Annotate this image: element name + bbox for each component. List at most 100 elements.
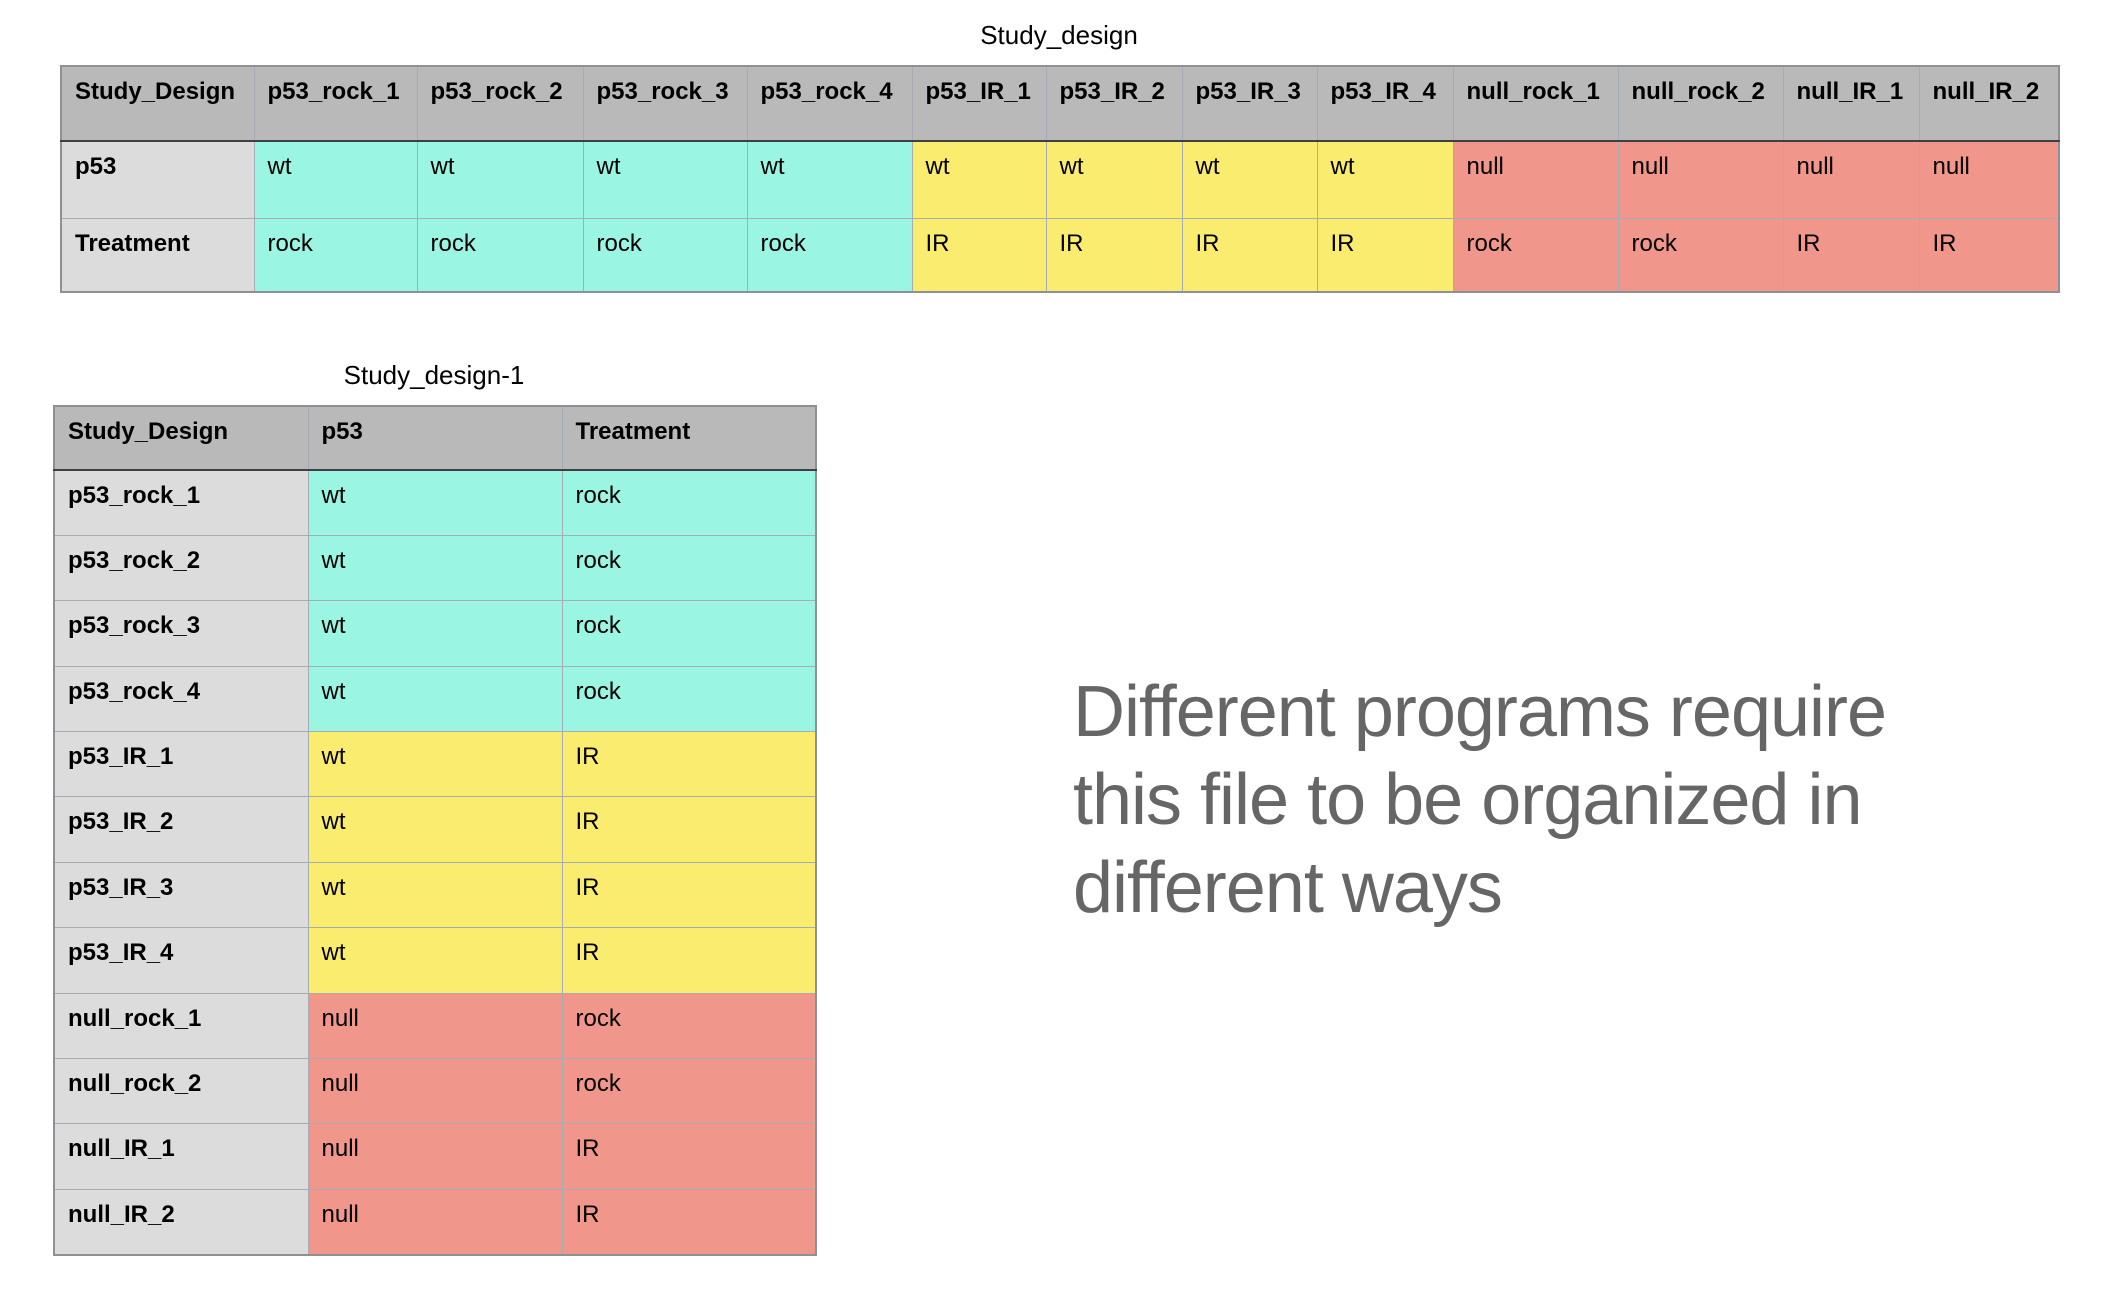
value-cell: wt: [307, 731, 563, 798]
column-header-null-rock-2: null_rock_2: [1617, 65, 1784, 142]
value-cell: rock: [253, 217, 418, 293]
annotation-line: Different programs require: [1073, 672, 1887, 752]
annotation-line: this file to be organized in: [1073, 760, 1863, 840]
table-row-p53-rock-4: p53_rock_4 wt rock: [53, 665, 817, 733]
value-cell: rock: [561, 1058, 817, 1125]
value-cell: rock: [416, 217, 584, 293]
row-label-cell: p53_IR_2: [53, 796, 309, 863]
value-cell: IR: [1918, 217, 2060, 293]
value-cell: null: [1918, 140, 2060, 219]
column-header-p53-ir-3: p53_IR_3: [1181, 65, 1318, 142]
value-cell: IR: [1181, 217, 1318, 293]
row-label-cell: p53_IR_1: [53, 731, 309, 798]
value-cell: wt: [307, 927, 563, 994]
column-header-study-design: Study_Design: [53, 405, 309, 471]
value-cell: wt: [1316, 140, 1454, 219]
value-cell: null: [1617, 140, 1784, 219]
value-cell: rock: [582, 217, 748, 293]
study-design-wide-table: Study_Design p53_rock_1 p53_rock_2 p53_r…: [60, 65, 2060, 293]
column-header-p53-rock-4: p53_rock_4: [746, 65, 913, 142]
table-row-null-ir-1: null_IR_1 null IR: [53, 1123, 817, 1190]
annotation-line: different ways: [1073, 848, 1503, 928]
row-label-cell: p53_IR_3: [53, 861, 309, 929]
header-row: Study_Design p53 Treatment: [53, 405, 817, 471]
value-cell: IR: [561, 861, 817, 929]
header-row: Study_Design p53_rock_1 p53_rock_2 p53_r…: [60, 65, 2060, 142]
value-cell: IR: [561, 927, 817, 994]
column-header-null-ir-2: null_IR_2: [1918, 65, 2060, 142]
table-row-treatment: Treatment rock rock rock rock IR IR IR I…: [60, 217, 2060, 293]
table-row-p53-ir-3: p53_IR_3 wt IR: [53, 861, 817, 929]
study-design-long-table: Study_Design p53 Treatment p53_rock_1 wt…: [53, 405, 817, 1256]
table-row-p53: p53 wt wt wt wt wt wt wt wt null null nu…: [60, 140, 2060, 219]
annotation-text: Different programs require this file to …: [1073, 668, 2033, 932]
value-cell: wt: [1181, 140, 1318, 219]
value-cell: IR: [1045, 217, 1183, 293]
row-label-cell: p53_rock_4: [53, 665, 309, 733]
study-design-table-title: Study_design: [980, 20, 1138, 50]
table-row-p53-ir-4: p53_IR_4 wt IR: [53, 927, 817, 994]
value-cell: null: [1782, 140, 1920, 219]
table-row-p53-rock-3: p53_rock_3 wt rock: [53, 600, 817, 667]
row-label-cell: null_rock_1: [53, 992, 309, 1060]
value-cell: wt: [253, 140, 418, 219]
value-cell: null: [1452, 140, 1619, 219]
value-cell: null: [307, 1188, 563, 1256]
value-cell: rock: [561, 600, 817, 667]
value-cell: wt: [582, 140, 748, 219]
column-header-p53-ir-4: p53_IR_4: [1316, 65, 1454, 142]
row-label-cell: null_IR_2: [53, 1188, 309, 1256]
value-cell: wt: [307, 534, 563, 602]
value-cell: wt: [307, 796, 563, 863]
row-label-cell: Treatment: [60, 217, 255, 293]
value-cell: IR: [1782, 217, 1920, 293]
column-header-p53-ir-1: p53_IR_1: [911, 65, 1047, 142]
row-label-cell: p53_IR_4: [53, 927, 309, 994]
value-cell: rock: [1452, 217, 1619, 293]
column-header-treatment: Treatment: [561, 405, 817, 471]
column-header-p53: p53: [307, 405, 563, 471]
row-label-cell: null_IR_1: [53, 1123, 309, 1190]
study-design-1-table-title: Study_design-1: [343, 360, 525, 390]
value-cell: rock: [746, 217, 913, 293]
row-label-cell: p53: [60, 140, 255, 219]
value-cell: wt: [416, 140, 584, 219]
value-cell: rock: [561, 665, 817, 733]
column-header-p53-ir-2: p53_IR_2: [1045, 65, 1183, 142]
value-cell: null: [307, 1058, 563, 1125]
column-header-study-design: Study_Design: [60, 65, 255, 142]
row-label-cell: p53_rock_3: [53, 600, 309, 667]
table-row-null-rock-1: null_rock_1 null rock: [53, 992, 817, 1060]
value-cell: wt: [307, 861, 563, 929]
value-cell: wt: [307, 665, 563, 733]
table-row-p53-ir-1: p53_IR_1 wt IR: [53, 731, 817, 798]
value-cell: IR: [911, 217, 1047, 293]
value-cell: wt: [911, 140, 1047, 219]
column-header-p53-rock-3: p53_rock_3: [582, 65, 748, 142]
table-row-null-ir-2: null_IR_2 null IR: [53, 1188, 817, 1256]
value-cell: IR: [561, 1188, 817, 1256]
column-header-null-rock-1: null_rock_1: [1452, 65, 1619, 142]
value-cell: wt: [307, 469, 563, 536]
value-cell: wt: [746, 140, 913, 219]
value-cell: rock: [561, 992, 817, 1060]
row-label-cell: null_rock_2: [53, 1058, 309, 1125]
table-row-p53-rock-1: p53_rock_1 wt rock: [53, 469, 817, 536]
value-cell: IR: [1316, 217, 1454, 293]
table-row-p53-ir-2: p53_IR_2 wt IR: [53, 796, 817, 863]
value-cell: IR: [561, 1123, 817, 1190]
value-cell: null: [307, 1123, 563, 1190]
row-label-cell: p53_rock_1: [53, 469, 309, 536]
row-label-cell: p53_rock_2: [53, 534, 309, 602]
column-header-p53-rock-1: p53_rock_1: [253, 65, 418, 142]
value-cell: rock: [561, 469, 817, 536]
value-cell: IR: [561, 731, 817, 798]
column-header-p53-rock-2: p53_rock_2: [416, 65, 584, 142]
value-cell: wt: [307, 600, 563, 667]
column-header-null-ir-1: null_IR_1: [1782, 65, 1920, 142]
value-cell: rock: [561, 534, 817, 602]
table-row-null-rock-2: null_rock_2 null rock: [53, 1058, 817, 1125]
value-cell: wt: [1045, 140, 1183, 219]
value-cell: IR: [561, 796, 817, 863]
